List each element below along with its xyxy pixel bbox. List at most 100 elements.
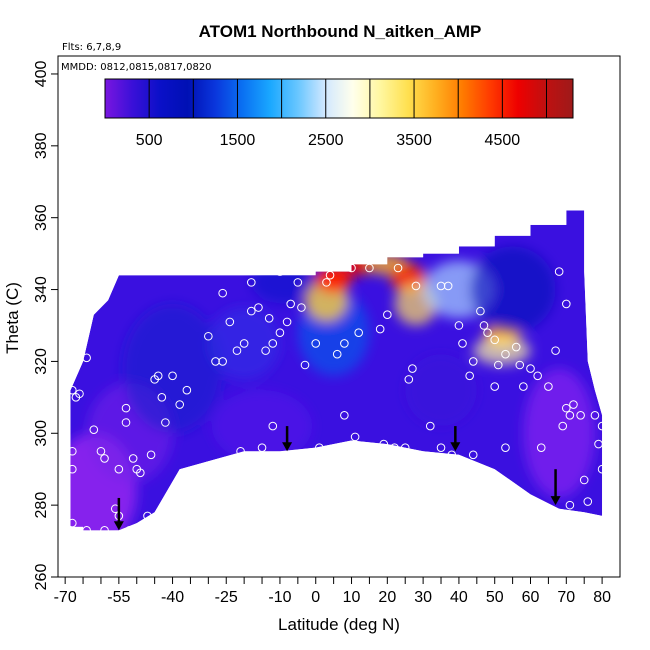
observation-point: [175, 400, 185, 409]
colorbar-rect: [104, 78, 574, 119]
colorbar: 500 1500 2500 3500 4500: [104, 78, 574, 149]
colorbar-tick-label: 1500: [220, 132, 256, 149]
x-tick-label: 10: [343, 589, 361, 606]
observation-point: [562, 299, 571, 309]
observation-point: [186, 472, 195, 481]
y-axis: 260 280 300 320 340 360 380 400: [33, 61, 59, 591]
observation-point: [390, 443, 399, 452]
observation-point: [436, 443, 446, 452]
x-tick-label: 80: [593, 589, 611, 606]
field-blob: [315, 264, 352, 294]
observation-point: [379, 439, 389, 449]
observation-point: [490, 382, 500, 391]
observation-point: [82, 353, 91, 363]
x-tick-label: -25: [215, 589, 238, 606]
observation-point: [322, 278, 331, 287]
colorbar-tick-label: 2500: [308, 132, 344, 149]
colorbar-tick-labels: 500 1500 2500 3500 4500: [136, 132, 520, 149]
observation-point: [315, 443, 324, 452]
observation-point: [153, 371, 163, 381]
observation-point: [493, 360, 503, 370]
observation-point: [579, 475, 589, 485]
observation-point: [347, 263, 356, 273]
observation-point: [393, 263, 403, 273]
y-tick-label: 380: [33, 132, 50, 159]
observation-point: [501, 349, 510, 359]
observation-point: [136, 468, 145, 478]
observation-point: [311, 339, 321, 348]
observation-point: [168, 371, 177, 381]
observation-point: [161, 418, 170, 427]
flight-arrows: [113, 426, 561, 531]
observation-point: [544, 382, 553, 391]
observation-point: [408, 364, 417, 373]
observation-point: [468, 357, 478, 366]
observation-point: [375, 324, 385, 334]
field-blob: [122, 303, 223, 434]
y-tick-label: 300: [33, 420, 50, 447]
observation-point: [554, 267, 564, 276]
observation-point: [551, 346, 560, 355]
field-blob: [469, 246, 556, 333]
observation-point: [519, 382, 528, 391]
observation-point: [558, 421, 568, 431]
observation-point: [264, 313, 274, 323]
observation-point: [411, 281, 421, 291]
y-tick-label: 260: [33, 564, 50, 591]
dates-label: MMDD: 0812,0815,0817,0820: [61, 62, 212, 73]
observation-point: [511, 342, 521, 352]
observation-point: [157, 393, 167, 402]
observation-point: [89, 425, 99, 434]
observation-point: [68, 518, 77, 528]
observation-point: [261, 346, 270, 355]
observation-point: [583, 497, 593, 506]
chart-title: ATOM1 Northbound N_aitken_AMP: [199, 22, 482, 41]
observation-point: [490, 335, 500, 345]
observation-point: [268, 421, 278, 431]
concentration-field: [70, 210, 603, 531]
observation-point: [128, 454, 138, 463]
observation-point: [515, 360, 525, 370]
observation-point: [143, 511, 152, 521]
y-tick-label: 320: [33, 348, 50, 375]
observation-point: [597, 421, 607, 431]
observation-point: [325, 270, 335, 280]
observation-point: [354, 328, 363, 337]
observation-point: [275, 267, 285, 276]
observation-point: [383, 310, 392, 320]
x-tick-label: 0: [311, 589, 320, 606]
observation-point: [597, 518, 607, 528]
observation-point: [476, 306, 485, 316]
observation-point: [268, 339, 278, 348]
observation-point: [75, 389, 84, 399]
observation-point: [254, 303, 263, 312]
y-tick-label: 340: [33, 276, 50, 303]
observation-point: [96, 446, 106, 456]
observation-point: [590, 411, 600, 420]
colorbar-tick-label: 3500: [396, 132, 432, 149]
observation-point: [300, 360, 310, 370]
observation-point: [204, 461, 213, 470]
observation-point: [594, 439, 603, 449]
x-tick-label: 20: [378, 589, 396, 606]
x-tick-label: 60: [522, 589, 540, 606]
observation-point: [447, 450, 457, 460]
x-tick-label: -70: [54, 589, 77, 606]
observation-point: [565, 500, 575, 510]
y-tick-label: 280: [33, 492, 50, 519]
observation-point: [68, 464, 77, 474]
observation-point: [239, 339, 249, 348]
observation-point: [246, 278, 256, 287]
observation-point: [218, 357, 227, 366]
y-axis-label: Theta (C): [3, 282, 22, 354]
colorbar-tick-label: 4500: [485, 132, 521, 149]
observation-point: [332, 349, 342, 359]
x-axis-label: Latitude (deg N): [278, 615, 400, 634]
observation-point: [443, 281, 453, 291]
observation-point: [236, 446, 245, 456]
flights-label: Flts: 6,7,8,9: [62, 42, 121, 53]
observation-point: [404, 375, 414, 384]
observation-point: [232, 346, 242, 355]
observation-point: [293, 278, 303, 287]
